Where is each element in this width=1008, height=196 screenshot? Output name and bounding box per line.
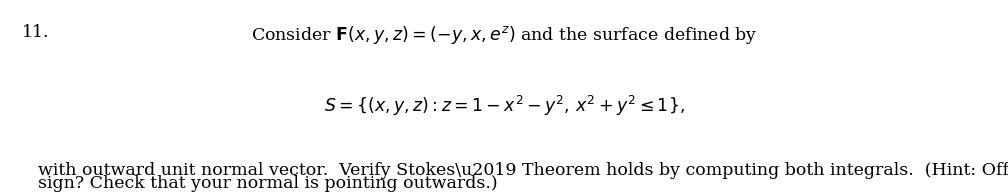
Text: with outward unit normal vector.  Verify Stokes\u2019 Theorem holds by computing: with outward unit normal vector. Verify … bbox=[38, 162, 1008, 179]
Text: 11.: 11. bbox=[22, 24, 49, 41]
Text: $S = \{(x, y, z) : z = 1 - x^2 - y^2,\, x^2 + y^2 \leq 1\},$: $S = \{(x, y, z) : z = 1 - x^2 - y^2,\, … bbox=[324, 94, 684, 118]
Text: Consider $\mathbf{F}(x, y, z) = (-y, x, e^z)$ and the surface defined by: Consider $\mathbf{F}(x, y, z) = (-y, x, … bbox=[251, 24, 757, 45]
Text: sign? Check that your normal is pointing outwards.): sign? Check that your normal is pointing… bbox=[38, 175, 498, 192]
